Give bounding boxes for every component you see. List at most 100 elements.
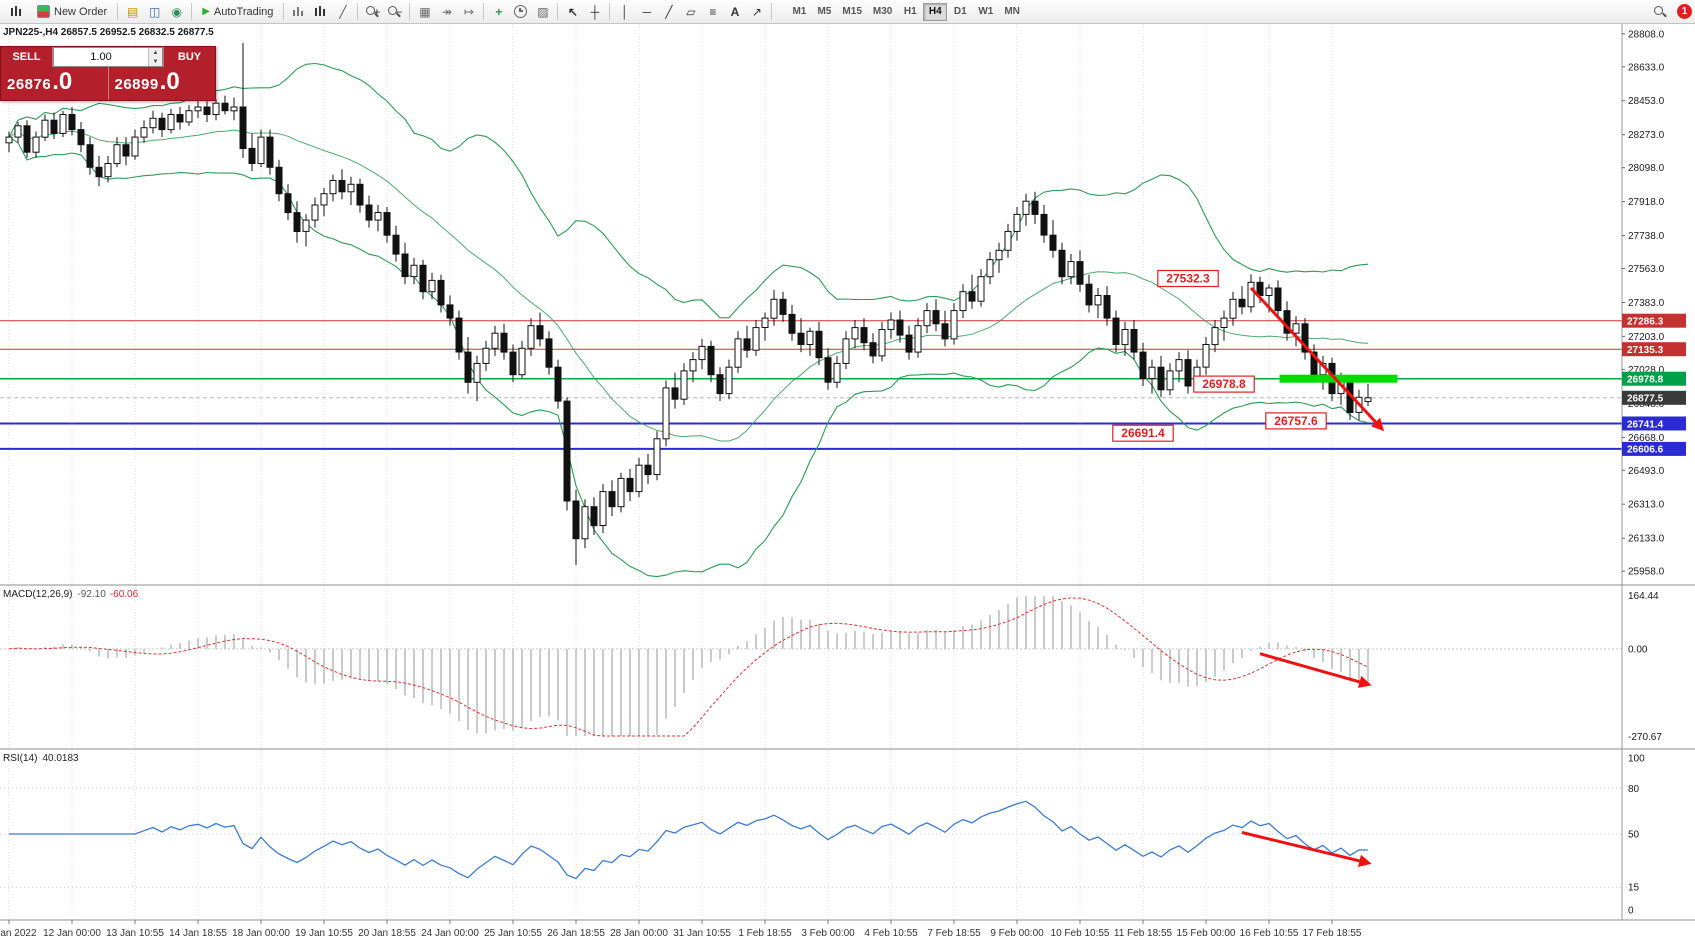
crosshair-icon[interactable]: ┼ <box>584 2 605 21</box>
svg-text:27135.3: 27135.3 <box>1627 345 1664 356</box>
price-tag: 26741.4 <box>1622 416 1686 431</box>
timeframe-d1[interactable]: D1 <box>948 3 972 21</box>
zoom-out-icon[interactable]: − <box>384 2 405 21</box>
svg-text:26877.5: 26877.5 <box>1627 394 1664 405</box>
text-tool-icon[interactable]: A <box>724 2 745 21</box>
new-order-label: New Order <box>54 5 108 18</box>
svg-text:26 Jan 18:55: 26 Jan 18:55 <box>547 928 605 939</box>
annotation-price-label[interactable]: 26978.8 <box>1193 375 1255 393</box>
svg-text:28633.0: 28633.0 <box>1628 62 1665 73</box>
svg-text:12 Jan 2022: 12 Jan 2022 <box>0 928 37 939</box>
data-window-icon[interactable]: ◫ <box>144 2 165 21</box>
autotrading-button[interactable]: ▶ AutoTrading <box>196 2 279 21</box>
cursor-icon[interactable]: ↖ <box>562 2 583 21</box>
price-tag: 26877.5 <box>1622 390 1686 405</box>
svg-text:26668.0: 26668.0 <box>1628 433 1665 444</box>
timeframe-mn[interactable]: MN <box>999 3 1025 21</box>
annotation-price-label[interactable]: 27532.3 <box>1157 269 1219 288</box>
svg-text:9 Feb 00:00: 9 Feb 00:00 <box>990 928 1044 939</box>
svg-text:24 Jan 00:00: 24 Jan 00:00 <box>421 928 479 939</box>
periods-icon[interactable] <box>510 2 531 21</box>
buy-button[interactable]: BUY <box>163 47 215 67</box>
sell-price[interactable]: 26876 .0 <box>1 67 108 100</box>
horizontal-line-icon[interactable]: ─ <box>636 2 657 21</box>
svg-text:17 Feb 18:55: 17 Feb 18:55 <box>1303 928 1362 939</box>
trend-arrow-main[interactable] <box>1249 286 1385 432</box>
line-chart-icon[interactable]: ╱ <box>332 2 353 21</box>
annotation-price-label[interactable]: 26757.6 <box>1265 412 1327 430</box>
svg-text:4 Feb 10:55: 4 Feb 10:55 <box>864 928 918 939</box>
svg-text:31 Jan 10:55: 31 Jan 10:55 <box>673 928 731 939</box>
tile-windows-icon[interactable]: ▦ <box>414 2 435 21</box>
app-chart-icon <box>3 0 30 23</box>
timeframe-m5[interactable]: M5 <box>812 3 836 21</box>
macd-indicator-label: MACD(12,26,9) -92.10 -60.06 <box>3 589 138 600</box>
timeframe-h1[interactable]: H1 <box>898 3 922 21</box>
auto-scroll-icon[interactable]: ↠ <box>436 2 457 21</box>
toolbar-separator <box>483 3 485 20</box>
volume-value: 1.00 <box>90 51 112 63</box>
templates-icon[interactable]: ▨ <box>532 2 553 21</box>
svg-text:15: 15 <box>1628 883 1640 894</box>
bar-chart-icon[interactable] <box>288 2 309 21</box>
annotation-price-label[interactable]: 26691.4 <box>1112 424 1174 442</box>
timeframe-w1[interactable]: W1 <box>973 3 998 21</box>
svg-text:0.00: 0.00 <box>1628 644 1648 655</box>
buy-price-fraction: .0 <box>159 68 180 95</box>
search-icon[interactable] <box>1649 2 1670 21</box>
vertical-line-icon[interactable]: │ <box>614 2 635 21</box>
buy-price[interactable]: 26899 .0 <box>107 67 216 100</box>
notification-badge[interactable]: 1 <box>1677 4 1692 19</box>
equidistant-channel-icon[interactable]: ▱ <box>680 2 701 21</box>
svg-text:1 Feb 18:55: 1 Feb 18:55 <box>738 928 792 939</box>
symbol-ohlc-info: JPN225-,H4 26857.5 26952.5 26832.5 26877… <box>3 27 214 38</box>
svg-text:26313.0: 26313.0 <box>1628 500 1665 511</box>
svg-text:28453.0: 28453.0 <box>1628 96 1665 107</box>
svg-text:16 Feb 10:55: 16 Feb 10:55 <box>1240 928 1299 939</box>
autotrading-play-icon: ▶ <box>202 6 210 17</box>
macd-name: MACD(12,26,9) <box>3 589 73 600</box>
fibonacci-icon[interactable]: ≡ <box>702 2 723 21</box>
volume-up-button[interactable]: ▲ <box>149 48 162 57</box>
volume-down-button[interactable]: ▼ <box>149 57 162 66</box>
svg-text:13 Jan 10:55: 13 Jan 10:55 <box>106 928 164 939</box>
chart-shift-icon[interactable]: ↦ <box>458 2 479 21</box>
macd-signal-value: -60.06 <box>109 589 139 600</box>
svg-text:14 Jan 18:55: 14 Jan 18:55 <box>169 928 227 939</box>
svg-text:26493.0: 26493.0 <box>1628 466 1665 477</box>
toolbar-separator <box>191 3 193 20</box>
time-axis[interactable]: 12 Jan 2022 12 Jan 00:00 13 Jan 10:55 14 Ja… <box>0 920 1362 939</box>
timeframe-h4[interactable]: H4 <box>923 2 948 21</box>
svg-text:164.44: 164.44 <box>1628 591 1659 602</box>
sell-price-main: 26876 <box>7 76 52 93</box>
volume-stepper[interactable]: 1.00 ▲ ▼ <box>53 47 163 67</box>
svg-text:80: 80 <box>1628 784 1640 795</box>
toolbar-separator <box>409 3 411 20</box>
rsi-name: RSI(14) <box>3 753 38 764</box>
timeframe-m1[interactable]: M1 <box>787 3 811 21</box>
trend-arrow-macd[interactable] <box>1259 652 1372 688</box>
sell-button[interactable]: SELL <box>1 47 53 67</box>
new-order-button[interactable]: New Order <box>31 2 113 21</box>
svg-text:15 Feb 00:00: 15 Feb 00:00 <box>1177 928 1236 939</box>
arrows-tool-icon[interactable]: ↗ <box>746 2 767 21</box>
candlestick-chart-icon[interactable] <box>310 2 331 21</box>
price-tag: 27286.3 <box>1622 313 1686 328</box>
indicators-icon[interactable]: + <box>488 2 509 21</box>
toolbar-separator <box>609 3 611 20</box>
navigator-icon[interactable]: ◉ <box>166 2 187 21</box>
svg-text:12 Jan 00:00: 12 Jan 00:00 <box>43 928 101 939</box>
zoom-in-icon[interactable]: + <box>362 2 383 21</box>
svg-text:50: 50 <box>1628 830 1640 841</box>
timeframe-m30[interactable]: M30 <box>868 3 897 21</box>
trend-arrow-rsi[interactable] <box>1241 831 1372 867</box>
macd-signal-line <box>8 597 1369 737</box>
trendline-icon[interactable]: ╱ <box>658 2 679 21</box>
svg-text:28808.0: 28808.0 <box>1628 29 1665 40</box>
svg-text:26757.6: 26757.6 <box>1274 414 1318 428</box>
svg-text:26691.4: 26691.4 <box>1121 426 1165 440</box>
svg-text:0: 0 <box>1628 906 1634 917</box>
timeframe-m15[interactable]: M15 <box>837 3 866 21</box>
market-watch-icon[interactable]: ▤ <box>122 2 143 21</box>
